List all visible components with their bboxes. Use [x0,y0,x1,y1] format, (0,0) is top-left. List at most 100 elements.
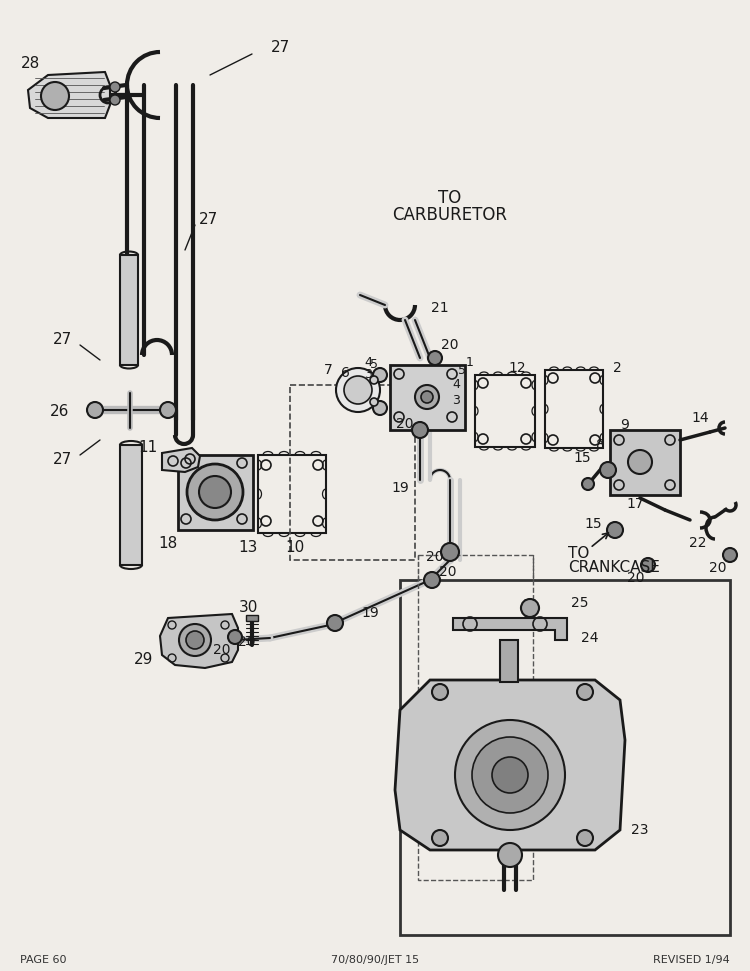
Circle shape [432,684,448,700]
Circle shape [110,82,120,92]
Circle shape [199,476,231,508]
Circle shape [415,385,439,409]
Circle shape [428,351,442,365]
Circle shape [412,422,428,438]
Bar [120,255,138,365]
Circle shape [187,464,243,520]
Circle shape [344,376,372,404]
Text: 15: 15 [573,451,591,465]
Bar [246,615,258,621]
Text: CARBURETOR: CARBURETOR [392,206,508,224]
Text: TO: TO [438,189,461,207]
Circle shape [110,95,120,105]
Text: 20: 20 [710,561,727,575]
Text: 8: 8 [596,438,604,452]
Polygon shape [395,680,625,850]
Polygon shape [160,614,238,668]
Polygon shape [521,600,539,616]
Circle shape [607,522,623,538]
Polygon shape [453,618,567,640]
Bar [290,385,415,560]
Circle shape [370,398,378,406]
Text: 7: 7 [324,363,332,377]
Circle shape [498,843,522,867]
Circle shape [582,478,594,490]
Circle shape [577,830,593,846]
Text: 29: 29 [134,653,154,667]
Circle shape [441,543,459,561]
Circle shape [327,615,343,631]
Text: 20: 20 [238,635,256,649]
Text: 20: 20 [396,417,414,431]
Text: 2: 2 [613,361,621,375]
Circle shape [160,402,176,418]
Circle shape [186,631,204,649]
Bar [400,580,730,935]
Text: 20: 20 [440,565,457,579]
Text: 11: 11 [138,441,158,455]
Bar [610,430,680,495]
Text: 5: 5 [458,363,466,377]
Circle shape [472,737,548,813]
Circle shape [577,684,593,700]
Text: 3: 3 [452,393,460,407]
Text: 3: 3 [364,369,372,382]
Text: 19: 19 [392,481,409,495]
Text: CRANKCASE: CRANKCASE [568,560,660,576]
Text: 30: 30 [238,600,258,616]
Circle shape [228,630,242,644]
Bar [120,445,142,565]
Text: 18: 18 [158,535,178,551]
Bar [390,365,465,430]
Text: 20: 20 [426,550,444,564]
Circle shape [455,720,565,830]
Text: 9: 9 [620,418,629,432]
Circle shape [41,82,69,110]
Text: 10: 10 [285,541,304,555]
Bar [475,375,535,447]
Circle shape [600,462,616,478]
Circle shape [432,830,448,846]
Text: 27: 27 [53,452,73,467]
Circle shape [723,548,737,562]
Text: 19: 19 [362,606,379,620]
Text: 4: 4 [452,379,460,391]
Text: 1: 1 [466,356,474,370]
Text: 15: 15 [584,517,602,531]
Polygon shape [28,72,110,118]
Text: 5: 5 [370,358,378,372]
Text: 27: 27 [270,41,290,55]
Text: 70/80/90/JET 15: 70/80/90/JET 15 [331,955,419,965]
Bar [545,370,603,448]
Circle shape [87,402,103,418]
Text: 17: 17 [626,497,644,511]
Text: 23: 23 [632,823,649,837]
Circle shape [628,450,652,474]
Text: 14: 14 [692,411,709,425]
Text: 6: 6 [340,366,350,380]
Circle shape [373,368,387,382]
Circle shape [421,391,433,403]
Text: 22: 22 [689,536,706,550]
Circle shape [370,376,378,384]
Text: 20: 20 [213,643,231,657]
Circle shape [373,401,387,415]
Polygon shape [162,448,200,472]
Circle shape [641,558,655,572]
Circle shape [521,599,539,617]
Text: TO: TO [568,546,590,560]
Text: 13: 13 [238,541,258,555]
Text: 4: 4 [364,355,372,369]
Text: 12: 12 [509,361,526,375]
Text: 26: 26 [50,405,70,419]
Bar [178,455,253,530]
Text: 27: 27 [198,213,217,227]
Circle shape [492,757,528,793]
Text: 25: 25 [572,596,589,610]
Bar [500,640,518,682]
Text: PAGE 60: PAGE 60 [20,955,67,965]
Circle shape [424,572,440,588]
Text: 28: 28 [20,55,40,71]
Text: 20: 20 [441,338,459,352]
Bar [418,555,533,880]
